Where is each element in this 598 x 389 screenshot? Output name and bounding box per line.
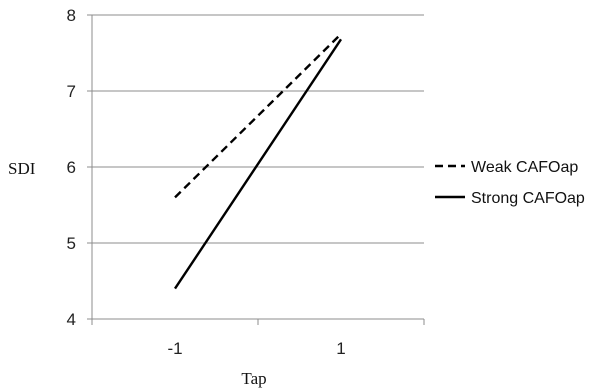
x-tick-label: -1 (167, 339, 182, 358)
series-line-strong-cafoap (174, 38, 342, 290)
legend: Weak CAFOap Strong CAFOap (435, 159, 585, 207)
series-lines (174, 33, 342, 290)
x-tick-label: 1 (336, 339, 345, 358)
x-axis-title: Tap (241, 369, 266, 388)
y-tick-label: 5 (67, 234, 76, 253)
axes (87, 14, 425, 325)
y-tick-label: 7 (67, 82, 76, 101)
y-axis-title: SDI (8, 159, 36, 178)
legend-label: Strong CAFOap (471, 190, 585, 207)
series-line-weak-cafoap (174, 33, 342, 199)
gridlines (92, 14, 424, 244)
tick-labels: 4 5 6 7 8 -1 1 (67, 6, 346, 358)
y-tick-label: 8 (67, 6, 76, 25)
y-tick-label: 4 (67, 310, 76, 329)
legend-label: Weak CAFOap (471, 159, 578, 176)
y-tick-label: 6 (67, 158, 76, 177)
